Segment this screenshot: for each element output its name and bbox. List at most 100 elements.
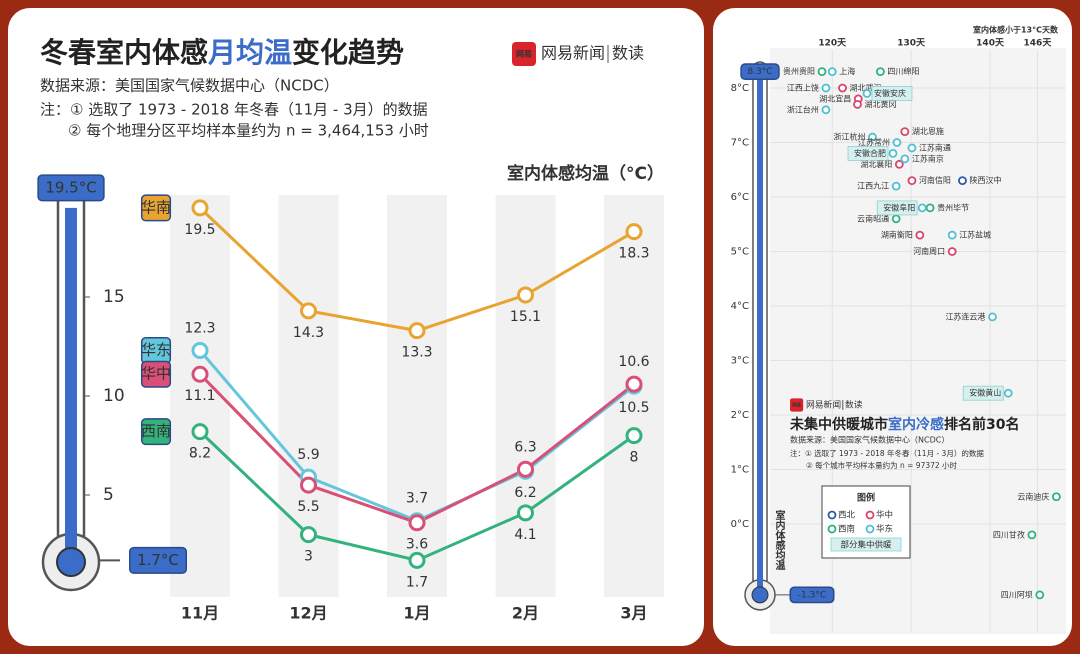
logo-section: 数读 bbox=[845, 399, 863, 411]
legend-label: 西北 bbox=[838, 511, 856, 521]
data-label: 4.1 bbox=[514, 527, 536, 543]
point-label: 四川绵阳 bbox=[887, 66, 919, 76]
data-point bbox=[408, 514, 426, 532]
data-label: 6.2 bbox=[514, 485, 536, 501]
data-point bbox=[191, 341, 209, 359]
title-part: 变化趋势 bbox=[292, 36, 404, 69]
point-label: 浙江杭州 bbox=[833, 132, 865, 142]
title-part: 月均温 bbox=[207, 36, 292, 69]
data-point bbox=[900, 127, 910, 137]
annotation-box bbox=[740, 63, 780, 81]
note: 注：① 选取了 1973 - 2018 年冬春（11月 - 3月）的数据 bbox=[40, 101, 428, 119]
legend-marker bbox=[865, 510, 875, 520]
point-label: 云南昭通 bbox=[857, 213, 889, 223]
data-label: 8 bbox=[630, 450, 639, 466]
data-label: 8.2 bbox=[189, 446, 211, 462]
y-tick-label: 5 bbox=[103, 485, 114, 505]
data-point bbox=[517, 460, 534, 478]
series-label: 西南 bbox=[141, 422, 171, 440]
thermometer-fill bbox=[757, 71, 763, 595]
data-point bbox=[900, 154, 910, 164]
point-label: 安徽黄山 bbox=[969, 388, 1001, 398]
data-point bbox=[868, 132, 877, 142]
note: ② 每个地理分区平均样本量约为 n = 3,464,153 小时 bbox=[68, 122, 429, 140]
x-tick-label: 12月 bbox=[289, 604, 327, 623]
point-label: 贵州毕节 bbox=[937, 202, 969, 212]
point-label: 湖北宜昌 bbox=[819, 93, 851, 103]
data-label: 1.7 bbox=[406, 574, 428, 590]
logo-icon-text: 网易 bbox=[516, 50, 532, 59]
data-point bbox=[300, 302, 317, 320]
point-label: 河南周口 bbox=[913, 246, 945, 256]
point-label: 贵州贵阳 bbox=[783, 66, 815, 76]
data-point bbox=[1027, 530, 1037, 540]
data-point bbox=[1003, 388, 1013, 398]
data-point bbox=[894, 159, 904, 169]
data-point bbox=[625, 375, 643, 393]
data-label: 6.3 bbox=[514, 439, 536, 455]
column-band bbox=[604, 195, 664, 597]
title-part: 冬春室内体感 bbox=[40, 36, 208, 69]
point-label: 陕西汉中 bbox=[969, 175, 1001, 185]
y-tick-label: 5°C bbox=[731, 247, 749, 258]
annotation-box bbox=[37, 174, 105, 202]
y-tick-label: 1°C bbox=[731, 465, 749, 476]
data-label: 13.3 bbox=[401, 345, 432, 361]
data-label: 3 bbox=[304, 549, 313, 565]
point-label: 湖北恩施 bbox=[912, 126, 944, 136]
point-label: 湖北襄阳 bbox=[860, 159, 892, 169]
source: 数据来源：美国国家气候数据中心（NCDC） bbox=[790, 435, 949, 445]
data-point bbox=[838, 83, 847, 93]
y-tick-label: 3°C bbox=[731, 356, 749, 367]
y-axis-label: 室内体感均温 bbox=[773, 509, 785, 571]
point-label: 安徽安庆 bbox=[874, 88, 906, 98]
data-label: 18.3 bbox=[618, 246, 649, 262]
title-part: 排名前30名 bbox=[944, 416, 1019, 433]
source: 数据来源：美国国家气候数据中心（NCDC） bbox=[40, 77, 339, 95]
y-tick-label: 4°C bbox=[731, 301, 749, 312]
point-label: 湖北武汉 bbox=[850, 83, 882, 93]
point-label: 江苏连云港 bbox=[945, 311, 985, 321]
point-label: 河南信阳 bbox=[919, 175, 951, 185]
series-label: 华中 bbox=[141, 365, 171, 383]
point-label: 云南迪庆 bbox=[1017, 491, 1049, 501]
annotation-box bbox=[129, 546, 187, 574]
data-point bbox=[517, 286, 534, 304]
data-point bbox=[988, 312, 997, 322]
partial-heating-box bbox=[962, 385, 1004, 401]
point-label: 上海 bbox=[839, 66, 855, 76]
annotation: -1.3°C bbox=[798, 590, 826, 600]
logo-icon bbox=[512, 42, 536, 66]
y-tick-label: 7°C bbox=[731, 138, 749, 149]
data-label: 10.5 bbox=[618, 400, 649, 416]
data-point bbox=[191, 423, 209, 441]
data-point bbox=[827, 67, 837, 77]
column-band bbox=[495, 195, 556, 597]
point-label: 浙江台州 bbox=[787, 104, 819, 114]
y-tick-label: 15 bbox=[103, 287, 125, 307]
data-point bbox=[821, 83, 831, 93]
data-point bbox=[625, 427, 643, 445]
legend-marker bbox=[865, 524, 875, 534]
data-point bbox=[907, 176, 917, 186]
x-tick-label: 11月 bbox=[181, 604, 219, 623]
x-tick-label: 120天 bbox=[818, 38, 847, 49]
data-point bbox=[191, 199, 209, 217]
y-tick-label: 6°C bbox=[731, 192, 749, 203]
logo-section: 数读 bbox=[612, 44, 644, 63]
legend-title: 图例 bbox=[857, 492, 875, 504]
data-point bbox=[888, 148, 898, 158]
thermometer-bulb-fill bbox=[56, 547, 86, 577]
title: 冬春室内体感月均温变化趋势 bbox=[40, 36, 404, 69]
data-point bbox=[958, 176, 967, 186]
point-label: 安徽阜阳 bbox=[883, 202, 915, 212]
note: ② 每个城市平均样本量约为 n = 97372 小时 bbox=[806, 460, 958, 470]
x-tick-label: 1月 bbox=[403, 604, 430, 623]
logo-icon-text: 网易 bbox=[792, 402, 801, 409]
point-label: 江西上饶 bbox=[787, 83, 819, 93]
data-point bbox=[191, 365, 209, 383]
data-point bbox=[625, 223, 643, 241]
y-tick-label: 8°C bbox=[731, 83, 749, 94]
point-label: 江苏南京 bbox=[912, 153, 944, 163]
legend-marker bbox=[827, 524, 837, 534]
